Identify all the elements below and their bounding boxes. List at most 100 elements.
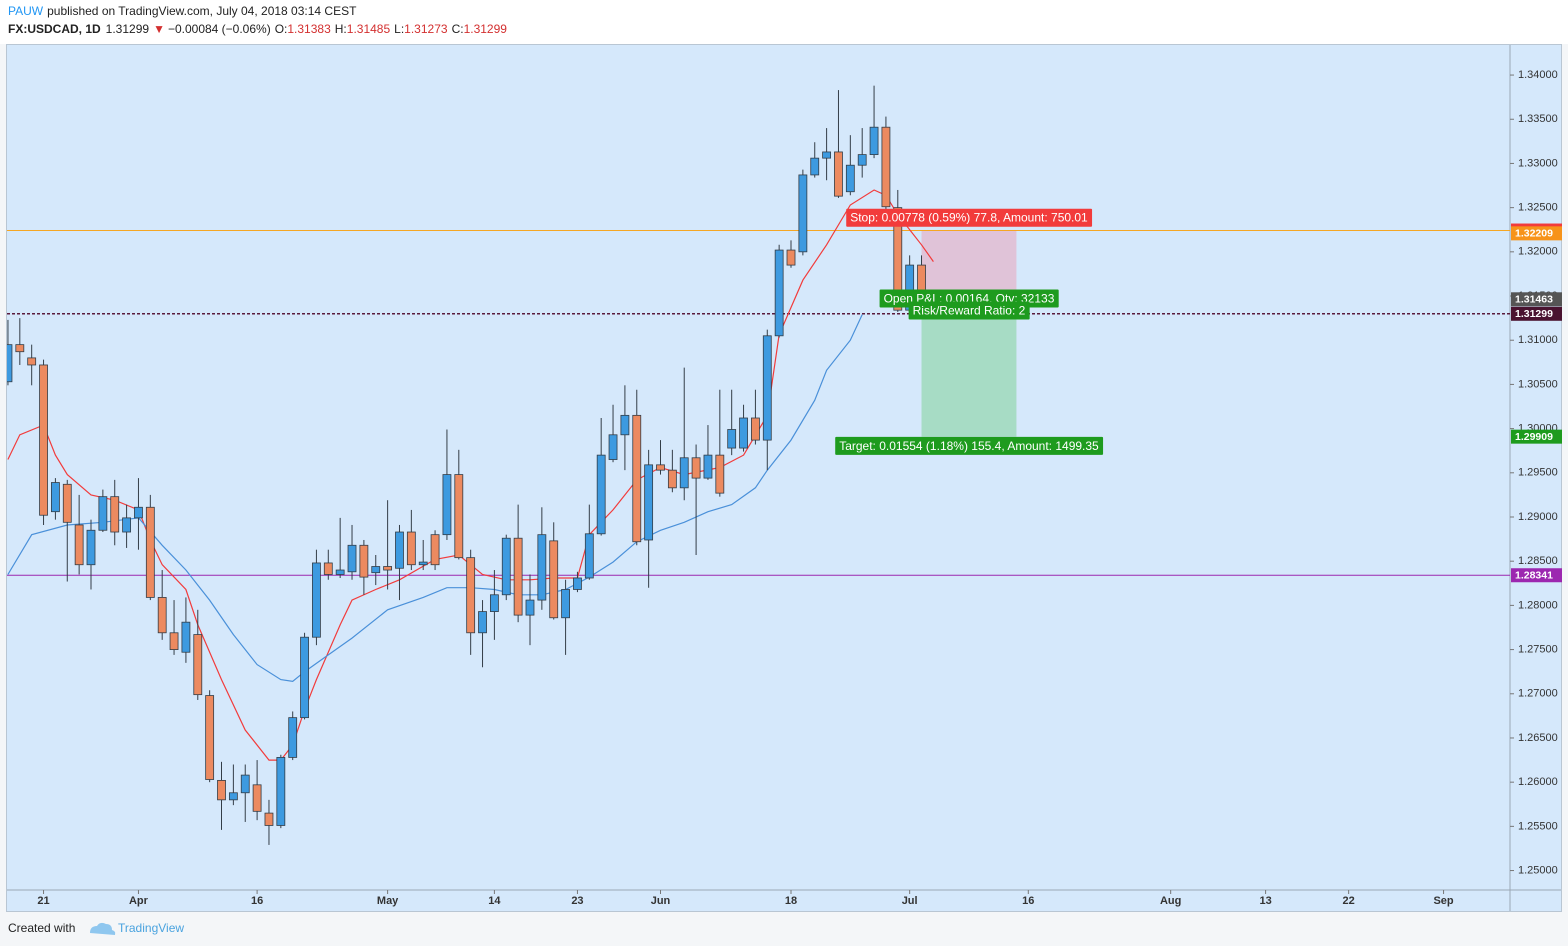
candle-body [323, 562, 333, 575]
candle-body [217, 779, 226, 801]
candle-body [157, 597, 167, 634]
ohlc-key: O: [275, 22, 288, 36]
candle-body [264, 812, 274, 826]
x-tick-label: Aug [1160, 895, 1181, 907]
x-tick-label: 13 [1259, 895, 1271, 907]
x-tick-label: May [377, 895, 399, 907]
candle-body [181, 621, 191, 653]
candle-body [727, 429, 737, 449]
candle-body [632, 414, 642, 543]
candle-body [406, 531, 416, 566]
candle-body [845, 164, 855, 193]
change: −0.00084 (−0.06%) [168, 22, 271, 36]
candle-body [418, 561, 428, 566]
y-tick-label: 1.29000 [1518, 511, 1558, 523]
candle-body [7, 344, 13, 383]
candle-body [335, 569, 345, 575]
candle-body [240, 774, 250, 794]
candle-body [51, 482, 60, 513]
candle-body [371, 566, 381, 574]
ohlc-value: 1.31299 [464, 22, 508, 36]
logo[interactable] [90, 922, 116, 935]
candle-body [869, 126, 879, 156]
price-label: 1.31299 [1515, 308, 1553, 320]
candle-body [312, 562, 321, 638]
price-label-box [1511, 292, 1562, 307]
candle-body [715, 454, 725, 494]
candle-body [798, 174, 808, 253]
candle-body [122, 517, 131, 533]
price-label-box [1511, 568, 1562, 583]
price-label: 1.32209 [1515, 228, 1553, 240]
candle-body [252, 784, 262, 812]
x-tick-label: 23 [571, 895, 583, 907]
candle-body [15, 344, 25, 353]
candle-body [145, 506, 155, 598]
candle-body [193, 634, 203, 696]
position-label: Risk/Reward Ratio: 2 [913, 303, 1026, 317]
x-tick-label: Sep [1433, 895, 1453, 907]
candle-body [703, 454, 713, 479]
candle-body [110, 496, 120, 533]
price-label: 1.31463 [1515, 294, 1553, 306]
candle-body [549, 540, 559, 619]
x-tick-label: 16 [251, 895, 263, 907]
candle-body [525, 599, 535, 616]
y-tick-label: 1.29500 [1518, 467, 1558, 479]
candle-body [454, 474, 464, 559]
footer-brand[interactable]: TradingView [118, 921, 184, 935]
y-tick-label: 1.32500 [1518, 202, 1558, 214]
last: 1.31299 [106, 22, 150, 36]
plot [7, 85, 1510, 845]
candle-body [751, 417, 760, 441]
candle-body [300, 636, 309, 719]
candle-body [169, 632, 179, 650]
candle-body [489, 594, 499, 612]
x-tick-label: 16 [1022, 895, 1034, 907]
price-label-box [1511, 429, 1562, 444]
candle-body [395, 531, 404, 569]
candle-body [359, 544, 369, 578]
candle-body [430, 534, 440, 566]
x-tick-label: Apr [129, 895, 149, 907]
y-tick-label: 1.28000 [1518, 599, 1558, 611]
candle-body [537, 534, 547, 601]
y-tick-label: 1.33000 [1518, 157, 1558, 169]
price-label-box [1511, 306, 1562, 321]
y-tick-label: 1.34000 [1518, 69, 1558, 81]
published: published on TradingView.com, July 04, 2… [47, 4, 357, 18]
ohlc-key: H: [335, 22, 347, 36]
candle-body [228, 792, 238, 801]
price-label: 1.28341 [1515, 570, 1553, 582]
candle-body [644, 464, 654, 541]
y-tick-label: 1.25000 [1518, 864, 1558, 876]
candle-body [205, 695, 215, 780]
candle-body [584, 533, 594, 579]
ohlc-key: C: [452, 22, 464, 36]
candle-body [679, 457, 689, 489]
y-tick-label: 1.26500 [1518, 732, 1558, 744]
y-tick-label: 1.31000 [1518, 334, 1558, 346]
arrow: ▼ [153, 22, 165, 36]
position-label-box [835, 436, 1104, 455]
position-label-box [908, 301, 1030, 320]
ohlc-value: 1.31485 [347, 22, 391, 36]
footer-created: Created with [8, 921, 75, 935]
candle-body [98, 496, 108, 531]
stop-zone [921, 230, 1017, 300]
author[interactable]: PAUW [8, 4, 44, 18]
candle-body [596, 454, 606, 535]
position-label: Target: 0.01554 (1.18%) 155.4, Amount: 1… [839, 439, 1099, 453]
symbol-line: FX:USDCAD, 1D 1.31299 ▼ −0.00084 (−0.06%) O:… [8, 22, 507, 36]
candle-body [39, 364, 48, 516]
y-tick-label: 1.25500 [1518, 820, 1558, 832]
y-tick-label: 1.28500 [1518, 555, 1558, 567]
y-tick-label: 1.32000 [1518, 246, 1558, 258]
candle-body [822, 151, 832, 159]
candle-body [383, 566, 393, 571]
candle-body [739, 417, 748, 449]
candle-body [442, 474, 452, 536]
candle-body [466, 557, 476, 634]
candle-body [762, 335, 772, 441]
